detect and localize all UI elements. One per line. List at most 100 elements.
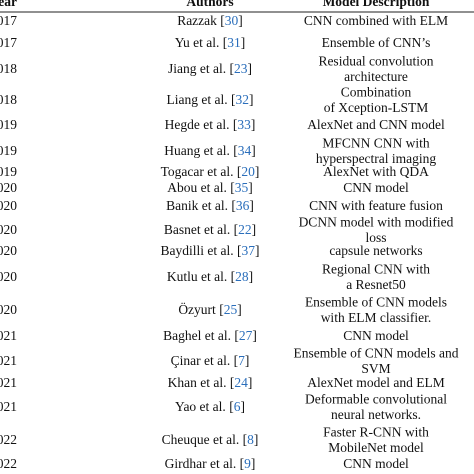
- author-name: Cheuque et al.: [162, 432, 240, 447]
- author-name: Girdhar et al.: [165, 456, 237, 471]
- author-name: Hegde et al.: [165, 117, 230, 132]
- bracket: ]: [252, 328, 257, 343]
- description-line: CNN with feature fusion: [309, 198, 443, 213]
- reference: 23: [234, 61, 248, 76]
- reference: 37: [242, 243, 256, 258]
- author: Kutlu et al. [28]: [167, 269, 253, 284]
- author-name: Baydilli et al.: [161, 243, 234, 258]
- author: Basnet et al. [22]: [164, 222, 256, 237]
- description-line: CNN model: [343, 328, 409, 343]
- bracket: ]: [249, 92, 254, 107]
- bracket: [: [219, 35, 227, 50]
- description-line: Faster R-CNN with: [323, 424, 429, 439]
- description-line: of Xception-LSTM: [324, 100, 429, 115]
- description-line: Combination: [341, 84, 412, 99]
- bracket: [: [234, 164, 242, 179]
- bracket: ]: [237, 302, 242, 317]
- description-line: a Resnet50: [346, 277, 406, 292]
- reference: 25: [224, 302, 238, 317]
- author-name: Çinar et al.: [171, 353, 231, 368]
- bracket: ]: [252, 222, 257, 237]
- author-name: Khan et al.: [168, 375, 227, 390]
- year: 2022: [0, 432, 17, 447]
- author: Yu et al. [31]: [175, 35, 246, 50]
- reference: 9: [244, 456, 251, 471]
- bracket: ]: [255, 164, 260, 179]
- author-name: Kutlu et al.: [167, 269, 227, 284]
- description-line: AlexNet and CNN model: [307, 117, 445, 132]
- description-line: DCNN model with modified: [299, 214, 454, 229]
- year: 2018: [0, 92, 17, 107]
- description-line: CNN model: [343, 456, 409, 471]
- author-name: Yu et al.: [175, 35, 220, 50]
- reference: 32: [235, 92, 249, 107]
- author-name: Yao et al.: [175, 399, 226, 414]
- reference: 22: [238, 222, 252, 237]
- description-line: AlexNet model and ELM: [307, 375, 445, 390]
- author: Girdhar et al. [9]: [165, 456, 256, 471]
- header-year: Year: [0, 0, 17, 9]
- bracket: [: [234, 243, 242, 258]
- year: 2021: [0, 399, 17, 414]
- header-authors: Authors: [186, 0, 233, 9]
- description-line: CNN combined with ELM: [304, 13, 448, 28]
- reference: 20: [241, 164, 255, 179]
- author: Banik et al. [36]: [166, 198, 254, 213]
- author: Özyurt [25]: [178, 302, 241, 317]
- description-line: architecture: [344, 69, 408, 84]
- year: 2021: [0, 328, 17, 343]
- bracket: [: [228, 198, 236, 213]
- year: 2022: [0, 456, 17, 471]
- author: Jiang et al. [23]: [168, 61, 252, 76]
- reference: 8: [247, 432, 254, 447]
- description-line: Regional CNN with: [322, 261, 430, 276]
- author: Çinar et al. [7]: [171, 353, 250, 368]
- author: Hegde et al. [33]: [165, 117, 256, 132]
- author: Razzak [30]: [177, 13, 243, 28]
- author: Cheuque et al. [8]: [162, 432, 259, 447]
- bracket: ]: [251, 143, 256, 158]
- author: Baydilli et al. [37]: [161, 243, 260, 258]
- description-line: with ELM classifier.: [321, 310, 432, 325]
- description-line: Ensemble of CNN’s: [322, 35, 431, 50]
- description-line: capsule networks: [329, 243, 422, 258]
- bracket: [: [216, 302, 224, 317]
- bracket: [: [230, 143, 238, 158]
- author: Huang et al. [34]: [164, 143, 255, 158]
- bracket: [: [227, 180, 235, 195]
- year: 2017: [0, 35, 17, 50]
- bracket: [: [226, 399, 234, 414]
- description-line: Ensemble of CNN models and: [294, 345, 459, 360]
- reference: 31: [227, 35, 241, 50]
- bracket: ]: [238, 13, 243, 28]
- author-name: Banik et al.: [166, 198, 228, 213]
- description-line: CNN model: [343, 180, 409, 195]
- author: Khan et al. [24]: [168, 375, 253, 390]
- bracket: ]: [255, 243, 260, 258]
- bracket: ]: [245, 353, 250, 368]
- author-name: Huang et al.: [164, 143, 230, 158]
- description-line: MobileNet model: [328, 440, 424, 455]
- reference: 36: [236, 198, 250, 213]
- reference: 35: [235, 180, 249, 195]
- year: 2017: [0, 13, 17, 28]
- year: 2020: [0, 302, 17, 317]
- bracket: ]: [248, 180, 253, 195]
- bracket: ]: [240, 399, 245, 414]
- bracket: ]: [249, 269, 254, 284]
- bracket: [: [236, 456, 244, 471]
- author-name: Togacar et al.: [161, 164, 234, 179]
- bracket: ]: [251, 117, 256, 132]
- bracket: [: [217, 13, 225, 28]
- bracket: [: [239, 432, 247, 447]
- description-line: Ensemble of CNN models: [305, 294, 447, 309]
- bracket: ]: [248, 375, 253, 390]
- bracket: ]: [254, 432, 259, 447]
- author: Abou et al. [35]: [167, 180, 253, 195]
- reference: 27: [239, 328, 253, 343]
- description-line: Residual convolution: [318, 53, 433, 68]
- year: 2018: [0, 61, 17, 76]
- year: 2020: [0, 243, 17, 258]
- description-line: AlexNet with QDA: [323, 164, 429, 179]
- year: 2020: [0, 269, 17, 284]
